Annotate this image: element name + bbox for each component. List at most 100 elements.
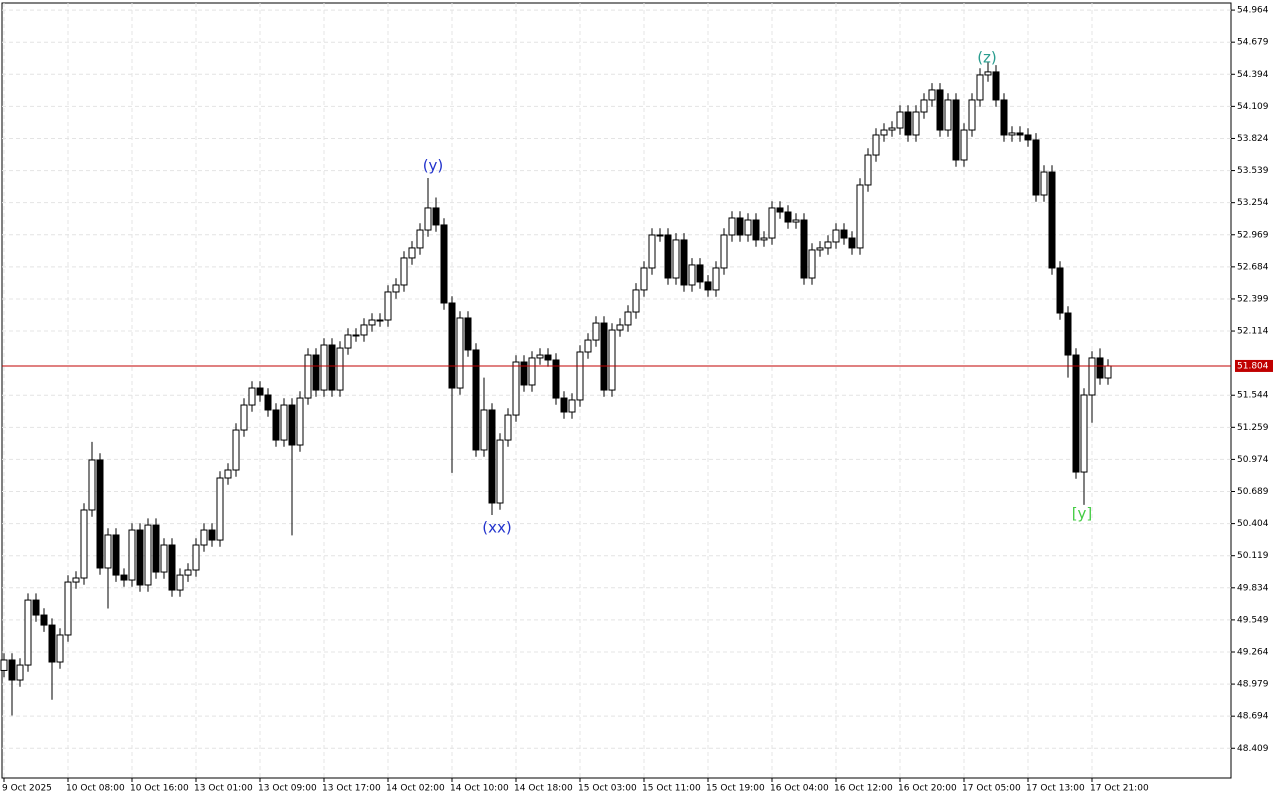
candle-body (624, 311, 632, 326)
candle-body (280, 404, 288, 441)
candle-body (160, 544, 168, 573)
candle-body (616, 324, 624, 331)
x-tick-label: 15 Oct 03:00 (578, 784, 637, 794)
y-tick-label: 54.394 (1237, 70, 1269, 80)
candle-body (264, 394, 272, 411)
candle-body (296, 397, 304, 446)
y-tick-label: 54.679 (1237, 38, 1269, 48)
candle-body (608, 329, 616, 391)
x-tick-label: 14 Oct 10:00 (450, 784, 509, 794)
candle-body (16, 664, 24, 681)
candle-body (864, 154, 872, 186)
y-tick-label: 53.824 (1237, 134, 1269, 144)
candle-body (176, 574, 184, 591)
candle-body (896, 111, 904, 129)
candle-body (936, 89, 944, 131)
candle-body (904, 111, 912, 136)
candle-body (856, 184, 864, 249)
wave-label: (y) (423, 157, 444, 175)
candle-body (448, 302, 456, 389)
candle-body (920, 99, 928, 113)
candle-body (800, 219, 808, 279)
x-tick-label: 14 Oct 02:00 (386, 784, 445, 794)
candle-body (680, 239, 688, 286)
x-tick-label: 15 Oct 11:00 (642, 784, 701, 794)
x-tick-label: 16 Oct 20:00 (898, 784, 957, 794)
candle-body (288, 404, 296, 446)
x-tick-label: 14 Oct 18:00 (514, 784, 573, 794)
candle-body (1064, 312, 1072, 356)
candle-body (120, 574, 128, 581)
candle-body (376, 319, 384, 322)
candle-body (56, 634, 64, 663)
candle-body (416, 229, 424, 249)
candle-body (560, 397, 568, 413)
candle-body (784, 211, 792, 223)
candle-body (384, 291, 392, 321)
candle-body (184, 569, 192, 576)
x-tick-label: 17 Oct 05:00 (962, 784, 1021, 794)
candle-body (712, 267, 720, 291)
y-tick-label: 52.114 (1237, 327, 1269, 337)
candle-body (168, 544, 176, 591)
candle-body (536, 354, 544, 359)
candle-body (704, 281, 712, 291)
candle-body (1024, 134, 1032, 141)
y-tick-label: 49.834 (1237, 583, 1269, 593)
x-tick-label: 13 Oct 01:00 (194, 784, 253, 794)
x-tick-label: 13 Oct 17:00 (322, 784, 381, 794)
candle-body (0, 659, 8, 671)
wave-label: (z) (977, 49, 997, 67)
candle-body (768, 207, 776, 239)
candle-body (1016, 132, 1024, 136)
candle-body (48, 624, 56, 663)
candle-body (240, 404, 248, 431)
candle-body (480, 409, 488, 451)
candle-body (440, 224, 448, 304)
x-tick-label: 10 Oct 08:00 (66, 784, 125, 794)
wave-label: (xx) (482, 519, 511, 537)
x-tick-label: 17 Oct 21:00 (1090, 784, 1149, 794)
candle-body (720, 234, 728, 269)
y-tick-label: 49.549 (1237, 615, 1269, 625)
candle-body (456, 317, 464, 389)
candle-body (688, 264, 696, 286)
candle-body (496, 439, 504, 504)
candle-body (32, 599, 40, 616)
x-tick-label: 10 Oct 16:00 (130, 784, 189, 794)
candle-body (584, 339, 592, 353)
candle-body (80, 509, 88, 579)
candle-body (944, 99, 952, 131)
plot-frame (1, 2, 1232, 779)
candle-body (1056, 267, 1064, 314)
candle-body (96, 459, 104, 569)
candle-body (888, 127, 896, 131)
candle-body (656, 234, 664, 237)
candle-body (952, 99, 960, 161)
candle-body (1104, 365, 1112, 379)
candle-body (272, 409, 280, 441)
candle-body (1040, 171, 1048, 196)
candle-body (368, 319, 376, 326)
candle-body (672, 239, 680, 279)
candle-body (1008, 132, 1016, 136)
candle-body (8, 659, 16, 681)
candle-body (744, 219, 752, 236)
y-tick-label: 54.109 (1237, 102, 1269, 112)
candle-body (840, 229, 848, 239)
current-price-label: 51.804 (1237, 361, 1269, 371)
y-tick-label: 48.979 (1237, 680, 1269, 690)
y-tick-label: 52.399 (1237, 294, 1269, 304)
candle-body (400, 257, 408, 286)
y-tick-label: 51.259 (1237, 423, 1269, 433)
candle-body (1000, 99, 1008, 136)
candle-body (576, 351, 584, 401)
candle-body (320, 344, 328, 391)
candle-body (1072, 354, 1080, 473)
candle-body (24, 599, 32, 666)
candle-body (872, 134, 880, 156)
candle-body (776, 207, 784, 213)
candle-body (544, 354, 552, 361)
candle-body (736, 217, 744, 236)
